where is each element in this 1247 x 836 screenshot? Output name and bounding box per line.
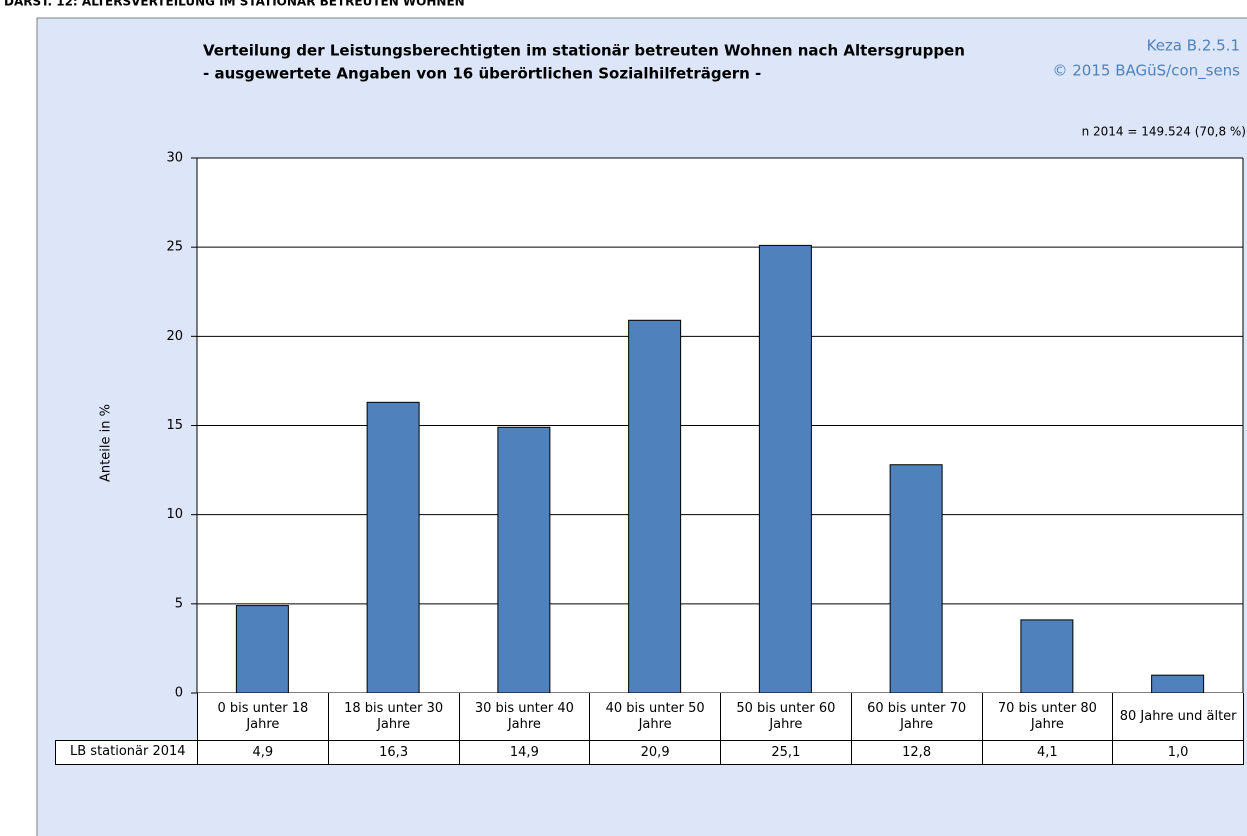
data-table-value: 4,1 — [981, 740, 1114, 765]
data-table-value: 12,8 — [850, 740, 983, 765]
source: © 2015 BAGüS/con_sens — [1053, 62, 1241, 81]
x-tick-label: 50 bis unter 60 Jahre — [720, 693, 852, 741]
x-tick-label: 18 bis unter 30 Jahre — [327, 693, 460, 741]
x-tick-label: 30 bis unter 40 Jahre — [458, 693, 591, 741]
data-table-value: 25,1 — [720, 740, 852, 765]
y-axis-label: Anteile in % — [99, 404, 114, 482]
data-table-value: 14,9 — [458, 740, 591, 765]
data-table-value: 20,9 — [589, 740, 721, 765]
x-tick-label: 40 bis unter 50 Jahre — [589, 693, 721, 741]
bar — [235, 605, 289, 694]
chart-title: Verteilung der Leistungsberechtigten im … — [203, 42, 965, 60]
bar — [366, 401, 420, 694]
source: Keza B.2.5.1 — [1147, 37, 1240, 55]
x-tick-label: 70 bis unter 80 Jahre — [981, 693, 1114, 741]
y-tick-label: 5 — [175, 596, 183, 611]
x-tick-label: 60 bis unter 70 Jahre — [850, 693, 983, 741]
y-tick-label: 15 — [166, 418, 183, 433]
header: DARST. 12: ALTERSVERTEILUNG IM STATIONÄR… — [4, 0, 465, 9]
x-tick-label: 0 bis unter 18 Jahre — [197, 693, 329, 741]
data-table-value: 4,9 — [197, 740, 329, 765]
note: n 2014 = 149.524 (70,8 %) — [1082, 125, 1246, 139]
bar — [497, 426, 551, 694]
y-tick-label: 30 — [166, 151, 183, 166]
chart-subtitle: - ausgewertete Angaben von 16 überörtlic… — [203, 65, 761, 83]
y-tick-label: 25 — [166, 240, 183, 255]
legend-entry: LB stationär 2014 — [70, 744, 186, 759]
data-table-value: 1,0 — [1112, 740, 1244, 765]
bar — [628, 319, 682, 694]
bar — [758, 244, 812, 694]
row-header — [55, 740, 198, 765]
data-table-value: 16,3 — [327, 740, 460, 765]
y-tick-label: 20 — [166, 329, 183, 344]
bar — [1151, 674, 1205, 694]
y-tick-label: 10 — [166, 507, 183, 522]
y-tick-label: 0 — [175, 686, 183, 701]
bar — [1020, 619, 1074, 694]
x-tick-label: 80 Jahre und älter — [1112, 693, 1244, 741]
bar — [889, 464, 943, 694]
